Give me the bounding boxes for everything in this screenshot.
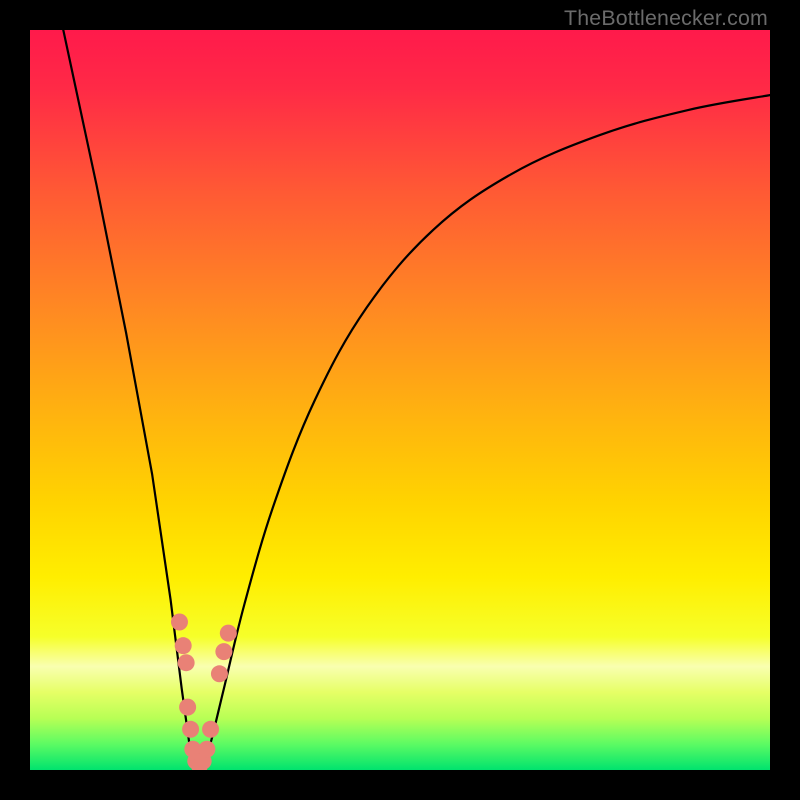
marker-dot bbox=[182, 721, 199, 738]
marker-dot bbox=[171, 614, 188, 631]
plot-area bbox=[30, 30, 770, 770]
marker-dot bbox=[211, 665, 228, 682]
marker-dot bbox=[215, 643, 232, 660]
marker-dot bbox=[178, 654, 195, 671]
chart-svg bbox=[30, 30, 770, 770]
marker-dot bbox=[220, 625, 237, 642]
marker-dot bbox=[179, 699, 196, 716]
marker-dot bbox=[198, 741, 215, 758]
curve-right-branch bbox=[204, 95, 770, 765]
watermark-text: TheBottlenecker.com bbox=[564, 6, 768, 31]
chart-stage: TheBottlenecker.com bbox=[0, 0, 800, 800]
curve-left-branch bbox=[63, 30, 195, 766]
marker-dot bbox=[202, 721, 219, 738]
marker-group bbox=[171, 614, 237, 771]
marker-dot bbox=[175, 637, 192, 654]
